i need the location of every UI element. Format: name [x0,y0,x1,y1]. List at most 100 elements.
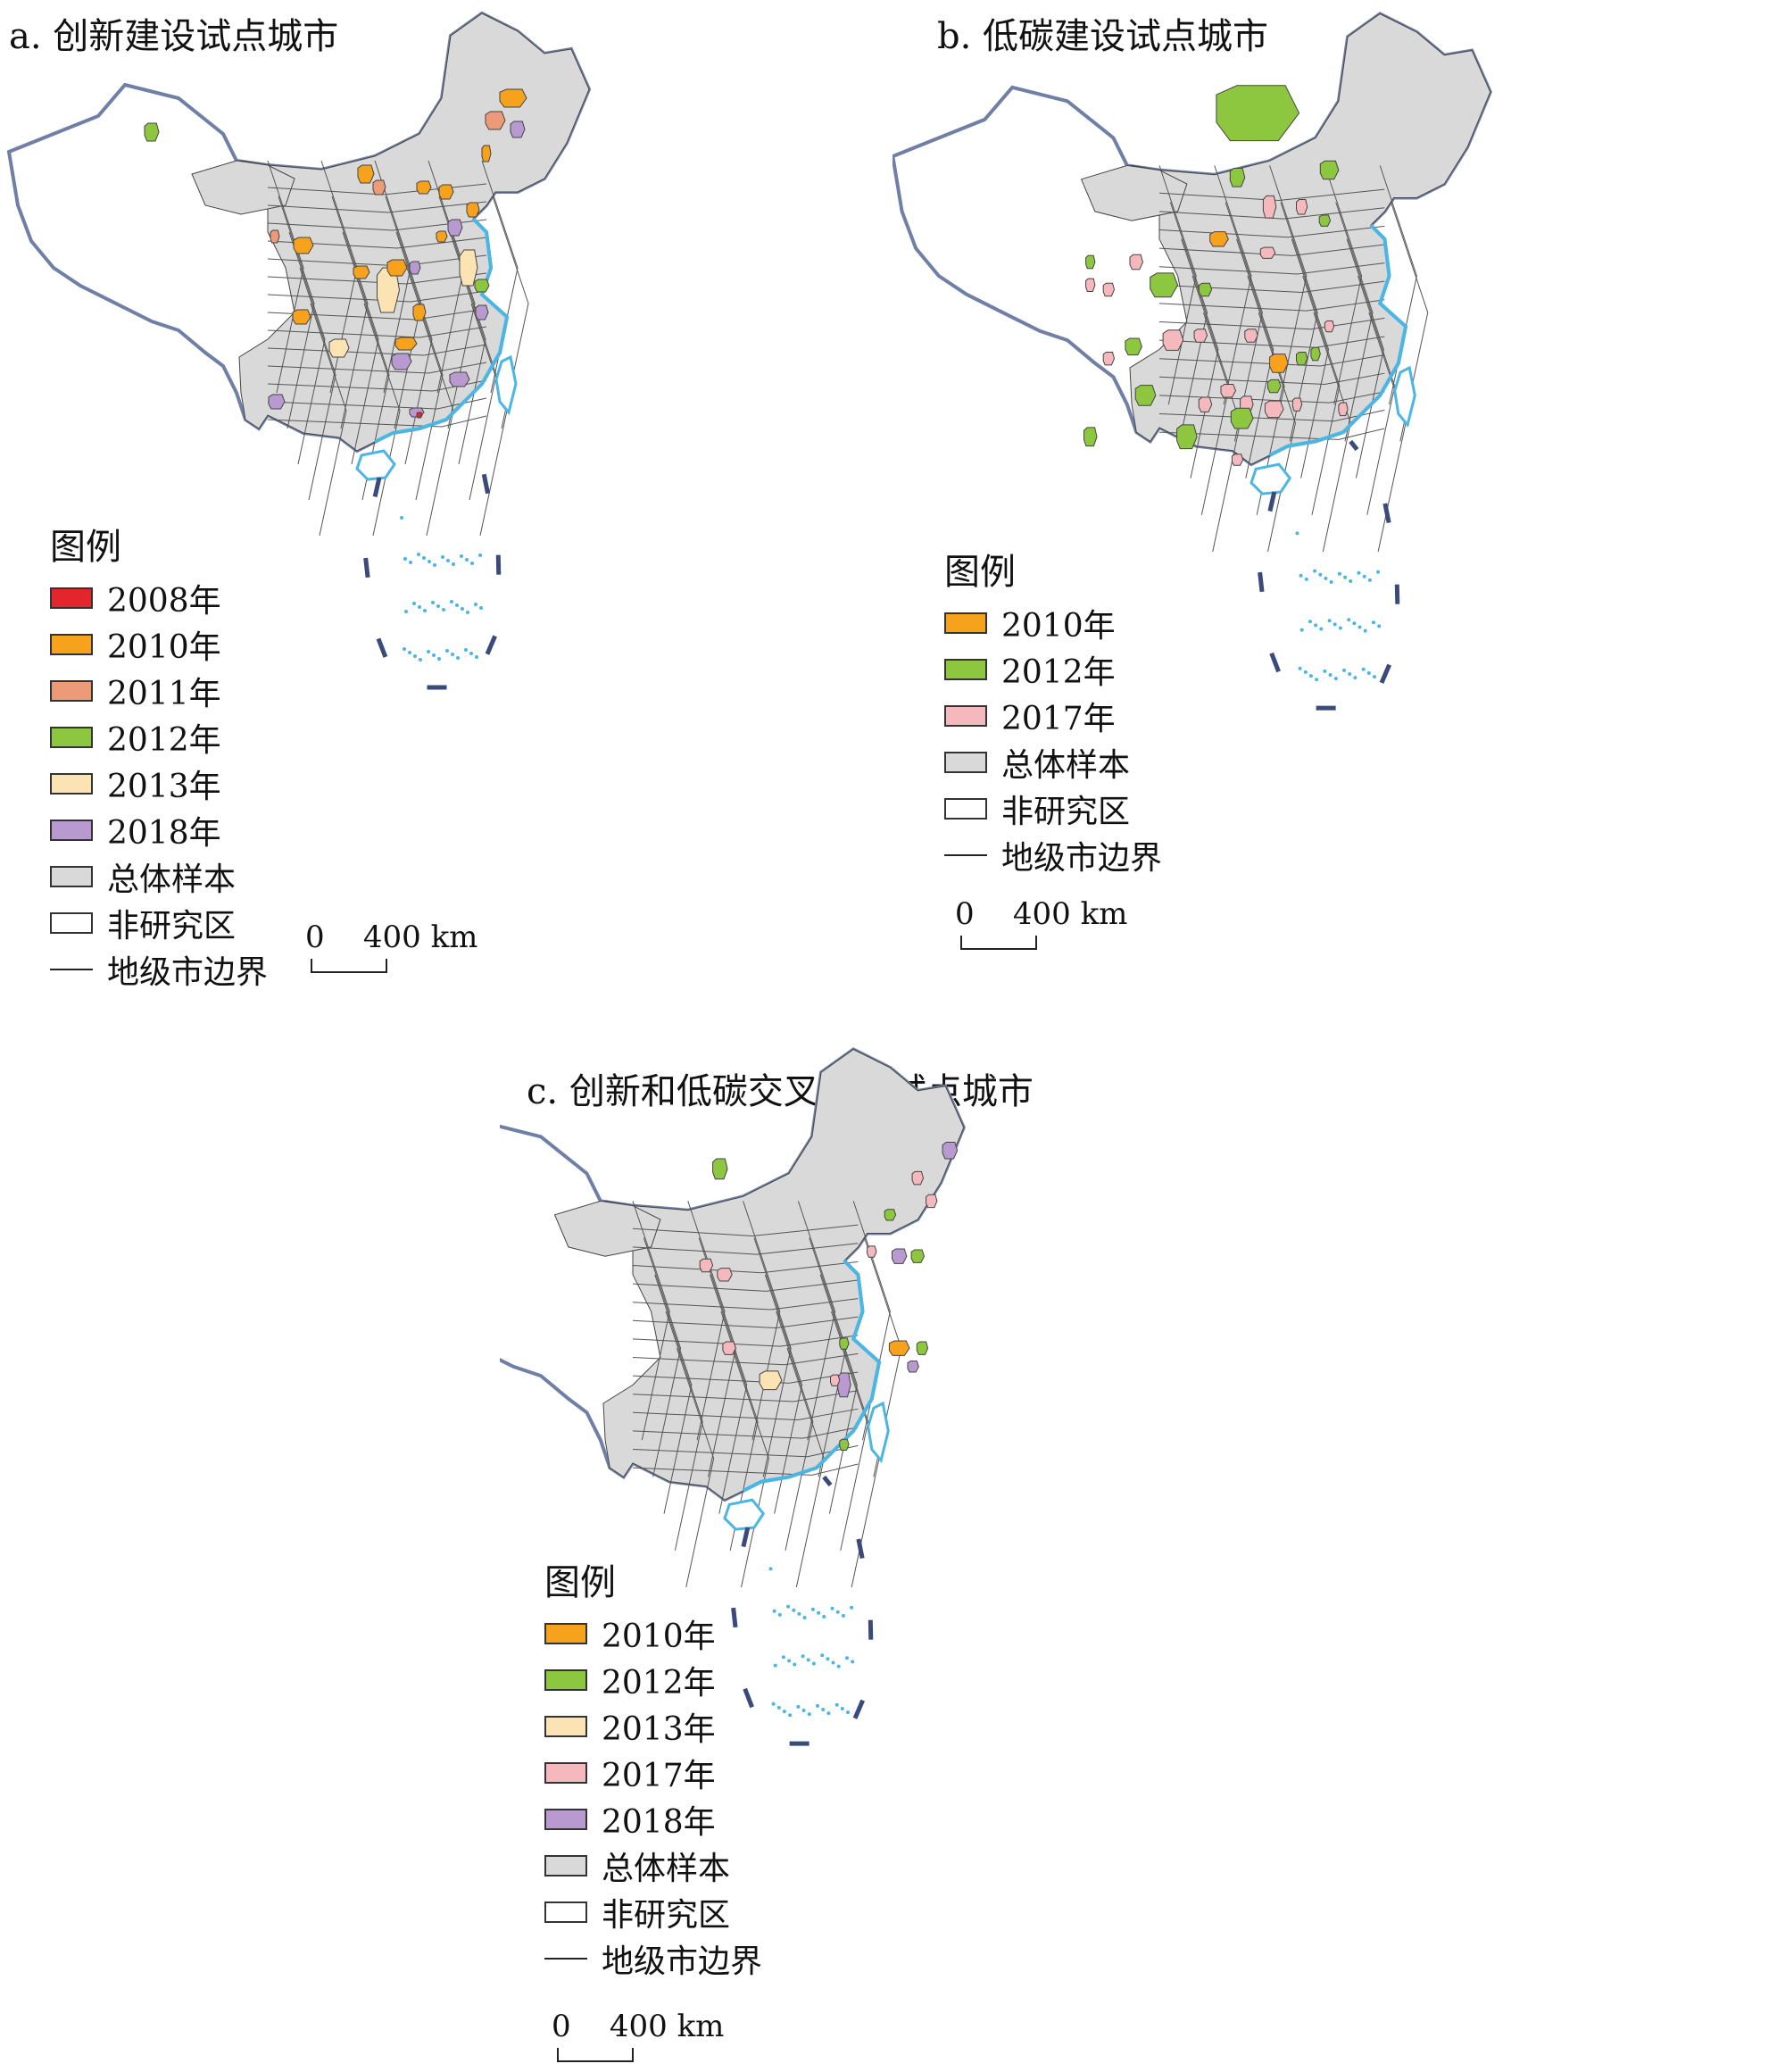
pilot-city-2010 [386,259,408,277]
legend-item: 总体样本 [50,853,268,900]
prefecture-boundary [267,201,487,213]
legend-label: 2010年 [602,1618,716,1655]
island-dot [807,1712,811,1717]
pilot-city-2010 [416,180,432,195]
pilot-city-2012 [839,1438,850,1451]
island-dot [771,1702,776,1706]
island-dot [1299,573,1303,578]
island-dot [456,656,460,660]
legend-c-items: 2010年 2012年 2013年 2017年 2018年 总体样本 非研究区 地级市边界 [544,1610,762,1982]
taiwan-island [1393,365,1416,429]
island-dot [427,650,430,653]
legend-label: 2017年 [602,1758,716,1794]
island-dot [1361,667,1366,671]
island-dot [817,1610,821,1615]
legend-color-swatch [50,912,93,934]
island-dot [782,1710,786,1714]
island-dot [826,1711,831,1716]
island-dot [1329,580,1333,584]
legend-line-swatch [944,854,987,856]
island-dot [1318,572,1323,577]
coastline [742,1259,882,1493]
island-dot [451,653,454,656]
scalebar-c: 0 400 km [552,2009,724,2062]
island-dot [806,1658,810,1662]
pilot-city-2012 [1318,214,1332,227]
legend-color-swatch [544,1623,587,1644]
prefecture-boundary [632,1224,859,1237]
pilot-city-2017 [699,1258,714,1273]
legend-item: 地级市边界 [544,1935,762,1982]
legend-color-swatch [544,1669,587,1691]
prefecture-boundary [632,1463,859,1476]
prefecture-boundary [632,1390,859,1402]
island-dot [464,648,468,652]
legend-color-swatch [50,680,93,702]
pilot-city-2012 [1310,346,1321,362]
pilot-city-2010 [357,164,375,184]
island-dot [1353,676,1357,680]
island-dot [1304,577,1308,581]
pilot-city-2018 [892,1248,908,1264]
panel-b: b. 低碳建设试点城市 图例 2010年 2012年 2017年 总体样本 非研究区 地级… [892,0,1785,1036]
pilot-city-2012 [839,1337,850,1350]
island-dot [1366,671,1371,675]
pilot-city-2010 [481,145,492,162]
prefecture-boundary [1158,188,1385,202]
legend-label: 2018年 [602,1804,716,1841]
island-dot [851,1660,855,1664]
pilot-city-2017 [1262,195,1277,219]
island-dot [1299,628,1304,632]
prefecture-boundary [676,1348,715,1588]
south-china-sea-boundary [1256,439,1401,711]
prefecture-boundary [395,231,433,465]
legend-item: 2010年 [544,1610,762,1657]
pilot-city-2012 [1198,282,1213,297]
prefecture-boundary [632,1316,859,1329]
legend-item: 2010年 [944,600,1162,646]
pilot-city-2017 [1244,329,1258,343]
scale-label-b: 0 400 km [955,896,1128,932]
prefecture-boundary [1158,207,1385,220]
legend-label: 总体样本 [602,1851,731,1887]
island-dot [1333,677,1338,681]
island-dot [768,1567,773,1571]
pilot-city-2018 [449,371,470,387]
panel-a-title: a. 创新建设试点城市 [9,16,339,57]
scalebar-b: 0 400 km [955,896,1127,950]
legend-item: 2017年 [944,693,1162,739]
prefecture-boundary [267,397,487,410]
legend-item: 2012年 [544,1657,762,1703]
legend-c: 图例 2010年 2012年 2013年 2017年 2018年 总体样本 非研究区 地级市边… [544,1553,762,1982]
island-dot [470,562,474,565]
prefecture-boundary [731,1348,769,1588]
taiwan-island [494,354,518,416]
prefecture-boundary [710,1274,748,1514]
legend-label: 地级市边界 [1001,840,1163,877]
legend-line-swatch [50,969,93,970]
legend-color-swatch [544,1855,587,1876]
pilot-city-2010 [1209,231,1229,247]
island-dot [475,655,478,659]
panel-c: c. 创新和低碳交叉建设试点城市 图例 2010年 2012年 2013年 2017年… [500,1036,1392,2072]
island-dot [816,1703,819,1708]
island-dot [432,653,436,657]
pilot-city-2017 [1198,396,1213,412]
pilot-city-2012 [1319,160,1340,180]
prefecture-boundary [1158,299,1385,312]
legend-label: 2013年 [602,1711,716,1748]
pilot-city-2012 [1134,385,1157,406]
legend-label: 2013年 [107,769,221,805]
pilot-city-2018 [510,121,526,138]
island-dot [801,1709,806,1712]
pilot-city-2017 [1296,199,1308,215]
legend-color-swatch [544,1901,587,1923]
prefecture-boundary [267,160,304,394]
pilot-city-2017 [1220,384,1237,398]
island-dot [836,1664,841,1668]
island-dot [404,610,408,613]
legend-item: 2012年 [50,714,268,761]
legend-label: 地级市边界 [602,1943,763,1980]
island-dot [1319,627,1324,631]
island-dot [1357,625,1362,629]
